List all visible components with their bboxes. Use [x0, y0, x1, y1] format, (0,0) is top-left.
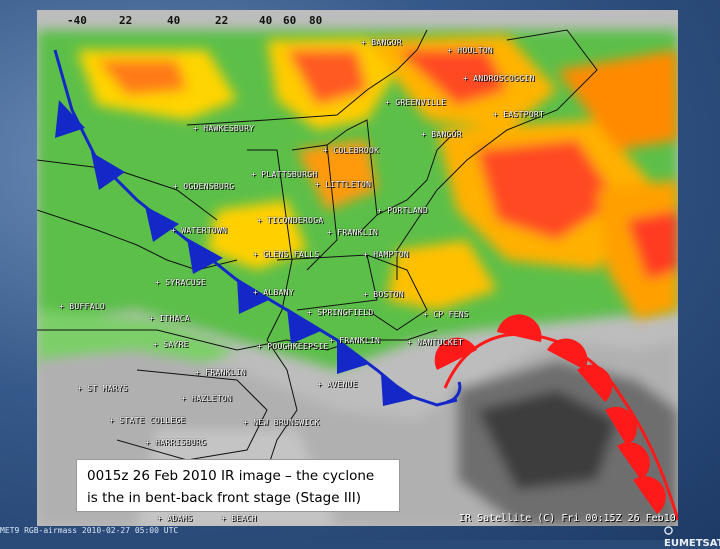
place-label: + LITTLETON: [315, 180, 372, 189]
place-label: + EASTPORT: [493, 110, 545, 119]
caption-line-2: is the in bent-back front stage (Stage I…: [87, 490, 362, 506]
eumetsat-logo: EUMETSAT: [664, 526, 720, 549]
warm-front-semicircles: [434, 314, 666, 514]
caption-box: 0015z 26 Feb 2010 IR image – the cyclone…: [76, 459, 400, 512]
place-label: + FRANKLIN: [327, 228, 379, 237]
place-label: + BUFFALO: [59, 302, 106, 311]
colorbar-label: 22: [119, 14, 133, 27]
place-label: + HAWKESBURY: [193, 124, 255, 133]
place-label: + BOSTON: [363, 290, 404, 299]
colorbar-label: -40: [67, 14, 87, 27]
cold-front-triangles: [55, 100, 417, 406]
colorbar-label: 22: [215, 14, 229, 27]
place-label: + CP FENS: [423, 310, 470, 319]
eumetsat-logo-icon: [664, 526, 673, 535]
place-label: + ST MARYS: [77, 384, 129, 393]
place-label: + AVENUE: [317, 380, 358, 389]
colorbar-label: 40: [259, 14, 273, 27]
place-label: + ALBANY: [253, 288, 294, 297]
place-label: + GLENS FALLS: [253, 250, 320, 259]
place-label: + HAMPTON: [363, 250, 410, 259]
caption-line-1: 0015z 26 Feb 2010 IR image – the cyclone: [87, 468, 375, 484]
cloud-warm-layer: [77, 35, 678, 320]
colorbar-label: 80: [309, 14, 323, 27]
place-label: + BEACH: [221, 514, 257, 523]
place-label: + COLEBROOK: [323, 146, 380, 155]
place-label: + HOULTON: [447, 46, 494, 55]
place-label: + SYRACUSE: [155, 278, 207, 287]
satellite-map: -40 22 40 22 40 60 80 + BANGOR + HOULTON + ANDRO…: [37, 10, 678, 526]
place-label: + POUGHKEEPSIE: [257, 342, 329, 351]
map-imagery: [37, 10, 678, 526]
status-left: MET9 RGB-airmass 2010-02-27 05:00 UTC: [0, 526, 179, 535]
status-right: IR Satellite (C) Fri 00:15Z 26 Feb10: [459, 513, 676, 524]
place-label: + GREENVILLE: [385, 98, 447, 107]
place-label: + SAYRE: [153, 340, 189, 349]
colorbar-label: 40: [167, 14, 181, 27]
place-label: + TICONDEROGA: [257, 216, 324, 225]
map-borders: [37, 29, 598, 511]
place-label: + BANGOR: [361, 38, 402, 47]
place-label: + ANDROSCOGGIN: [463, 74, 535, 83]
place-label: + FRANKLIN: [195, 368, 247, 377]
colorbar-label: 60: [283, 14, 297, 27]
place-label: + PORTLAND: [377, 206, 429, 215]
place-label: + ITHACA: [149, 314, 190, 323]
place-label: + OGDENSBURG: [173, 182, 235, 191]
place-label: + FRANKLIN: [329, 336, 381, 345]
place-label: + HARRISBURG: [145, 438, 207, 447]
place-label: + WATERTOWN: [171, 226, 228, 235]
occlusion-bend: [446, 381, 462, 404]
place-label: + HAZLETON: [181, 394, 233, 403]
caption-text: 0015z 26 Feb 2010 IR image – the cyclone…: [87, 465, 389, 509]
place-label: + ADAMS: [157, 514, 193, 523]
place-label: + NEW BRUNSWICK: [243, 418, 320, 427]
place-label: + NANTUCKET: [407, 338, 464, 347]
place-label: + SPRINGFIELD: [307, 308, 374, 317]
place-label: + PLATTSBURGH: [251, 170, 318, 179]
place-label: + STATE COLLEGE: [109, 416, 186, 425]
place-label: + BANGOR: [421, 130, 462, 139]
